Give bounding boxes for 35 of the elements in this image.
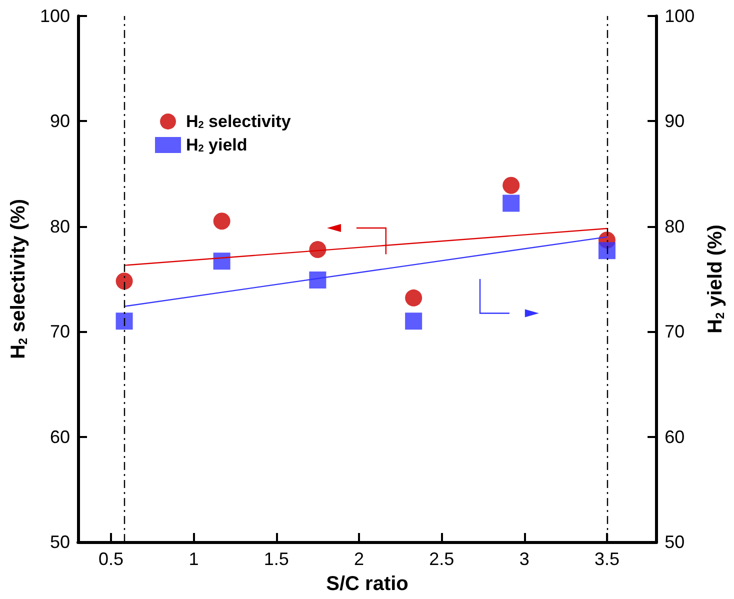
y-tick-label: 80 [50,216,70,236]
y2-tick-label: 50 [664,532,685,552]
point [405,289,422,306]
point [213,212,230,230]
x-tick-label: 1.5 [264,549,289,569]
point [309,241,326,258]
x-tick-label: 2.5 [429,549,454,569]
y-tick-label: 70 [50,322,70,342]
legend-label: H2 selectivity [186,112,292,131]
point [116,312,133,330]
y-tick-label: 100 [40,6,70,26]
y2-tick-label: 60 [664,426,685,447]
point [309,272,326,289]
point [502,194,520,212]
y-tick-label: 90 [50,111,70,132]
point [116,272,133,290]
x-tick-label: 3.5 [594,549,620,569]
y2-tick-label: 70 [664,322,685,342]
y2-tick-label: 80 [664,216,685,236]
point [502,176,520,194]
y2-tick-label: 100 [664,6,695,26]
y-tick-label: 50 [50,532,70,552]
x-tick-label: 1 [188,549,199,569]
y-axis-title: H2 selectivity (%) [8,198,30,360]
legend-label: H2 yield [186,136,248,154]
y2-axis-title: H2 yield (%) [704,224,727,334]
point [213,252,230,270]
point [405,312,422,330]
point [598,242,616,260]
x-tick-label: 2 [354,549,364,569]
x-axis-title: S/C ratio [326,573,408,595]
x-tick-label: 3 [519,549,530,569]
x-tick-label: 0.5 [98,549,124,569]
y2-tick-label: 90 [664,111,685,132]
y-tick-label: 60 [50,426,70,447]
